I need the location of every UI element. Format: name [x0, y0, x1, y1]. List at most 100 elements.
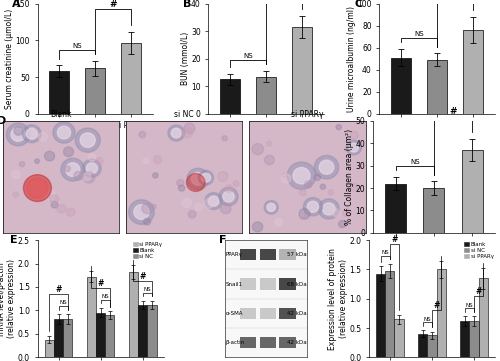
Bar: [44, 340, 54, 357]
Circle shape: [293, 168, 310, 184]
Circle shape: [264, 200, 278, 214]
Text: 68 kDa: 68 kDa: [287, 282, 306, 287]
Legend: si PPARγ, Blank, si NC: si PPARγ, Blank, si NC: [132, 240, 164, 260]
Circle shape: [44, 190, 55, 200]
Bar: [280, 308, 296, 319]
Bar: [86, 277, 96, 357]
Text: α-SMA: α-SMA: [226, 311, 244, 316]
Circle shape: [38, 132, 48, 141]
Circle shape: [314, 174, 320, 180]
Circle shape: [154, 156, 162, 164]
Circle shape: [182, 198, 192, 208]
Circle shape: [134, 205, 149, 219]
Circle shape: [84, 172, 95, 183]
Circle shape: [51, 201, 58, 208]
Text: NS: NS: [102, 294, 109, 299]
Circle shape: [314, 156, 339, 179]
Text: #: #: [110, 0, 117, 9]
Circle shape: [20, 162, 24, 167]
Bar: [122, 43, 142, 114]
Circle shape: [274, 218, 282, 226]
Circle shape: [75, 128, 100, 152]
Circle shape: [96, 157, 103, 165]
Bar: [428, 335, 436, 357]
Bar: [470, 321, 478, 357]
Circle shape: [142, 203, 153, 214]
Circle shape: [192, 173, 204, 185]
Circle shape: [336, 125, 342, 130]
Bar: [54, 319, 63, 357]
Y-axis label: mRNA level/β-actin
(relative expression): mRNA level/β-actin (relative expression): [0, 259, 16, 338]
Circle shape: [208, 196, 219, 206]
Bar: [280, 249, 296, 260]
Y-axis label: Serum creatinine (μmol/L): Serum creatinine (μmol/L): [5, 9, 14, 109]
Circle shape: [139, 131, 145, 138]
Bar: [86, 68, 105, 114]
Bar: [129, 272, 138, 357]
Text: NS: NS: [60, 300, 67, 305]
Circle shape: [281, 174, 291, 183]
Bar: [385, 271, 394, 357]
Circle shape: [178, 185, 185, 191]
Circle shape: [82, 173, 90, 180]
Bar: [436, 269, 446, 357]
Bar: [63, 319, 72, 357]
Bar: [376, 274, 385, 357]
Text: si NC: si NC: [174, 110, 194, 119]
Bar: [138, 305, 147, 357]
Text: D: D: [0, 117, 6, 126]
Text: #: #: [449, 107, 456, 116]
Circle shape: [74, 171, 83, 180]
Bar: [292, 27, 312, 114]
Circle shape: [34, 159, 40, 164]
Circle shape: [80, 133, 96, 147]
Circle shape: [66, 208, 75, 216]
Circle shape: [152, 173, 158, 178]
Bar: [240, 278, 256, 290]
Bar: [462, 150, 482, 233]
Circle shape: [204, 199, 214, 208]
Circle shape: [26, 129, 38, 139]
Text: C: C: [354, 0, 362, 9]
Text: PPARγ: PPARγ: [226, 252, 243, 257]
Text: #: #: [476, 287, 482, 296]
Circle shape: [64, 147, 74, 157]
Circle shape: [322, 203, 335, 215]
Circle shape: [332, 209, 340, 216]
Circle shape: [11, 128, 25, 141]
Bar: [385, 184, 406, 233]
Circle shape: [128, 200, 154, 224]
Circle shape: [195, 204, 202, 211]
Bar: [240, 337, 256, 348]
Bar: [260, 249, 276, 260]
Circle shape: [225, 185, 233, 192]
Circle shape: [287, 162, 316, 190]
Circle shape: [202, 173, 210, 182]
Circle shape: [267, 203, 276, 212]
Bar: [260, 278, 276, 290]
Text: NS: NS: [410, 159, 420, 165]
Circle shape: [266, 141, 272, 146]
Bar: [220, 79, 240, 114]
Circle shape: [66, 163, 80, 177]
Circle shape: [143, 158, 149, 164]
Circle shape: [44, 151, 54, 161]
Text: #: #: [434, 301, 440, 310]
Circle shape: [6, 123, 30, 146]
Text: Snail1: Snail1: [226, 282, 243, 287]
Bar: [260, 308, 276, 319]
Bar: [428, 60, 447, 114]
Legend: Blank, si NC, si PPARγ: Blank, si NC, si PPARγ: [463, 240, 494, 260]
Circle shape: [346, 140, 362, 155]
Bar: [418, 334, 428, 357]
Text: NS: NS: [382, 250, 389, 255]
Circle shape: [319, 160, 334, 174]
Circle shape: [233, 180, 239, 186]
Circle shape: [188, 210, 196, 218]
Y-axis label: BUN (mmol/L): BUN (mmol/L): [180, 32, 190, 85]
Bar: [49, 71, 69, 114]
Circle shape: [24, 175, 52, 201]
Circle shape: [307, 201, 318, 212]
Circle shape: [144, 218, 150, 225]
Circle shape: [182, 128, 192, 138]
